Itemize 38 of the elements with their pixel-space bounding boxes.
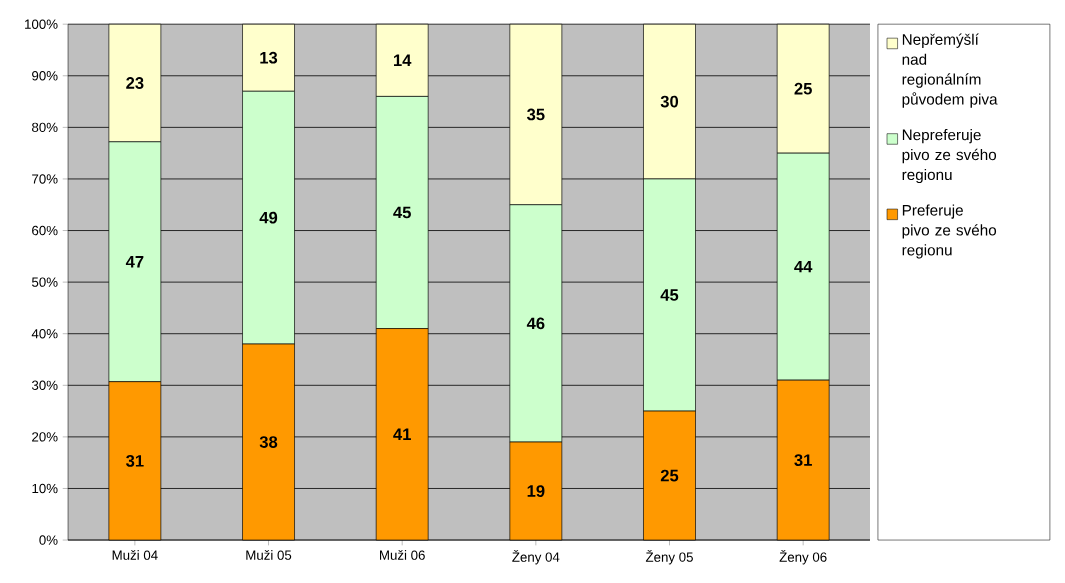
x-tick-label: Muži 06 xyxy=(380,550,425,560)
data-label: 25 xyxy=(660,469,679,482)
x-tick-label: Muži 05 xyxy=(246,550,292,560)
data-label: 45 xyxy=(660,289,679,301)
y-tick-label: 80% xyxy=(32,122,58,132)
data-label: 41 xyxy=(393,428,411,440)
data-label: 19 xyxy=(527,485,545,497)
y-tick-label: 0% xyxy=(39,535,58,545)
x-tick-label: Ženy 06 xyxy=(779,549,827,565)
data-label: 23 xyxy=(126,77,144,89)
y-tick-label: 20% xyxy=(32,432,58,442)
x-tick-label: Ženy 04 xyxy=(512,549,560,565)
data-label: 14 xyxy=(393,54,412,66)
data-label: 31 xyxy=(126,454,144,467)
y-tick-label: 10% xyxy=(32,483,58,494)
data-label: 31 xyxy=(794,454,812,466)
data-label: 35 xyxy=(526,108,545,121)
data-label: 45 xyxy=(393,206,411,219)
data-label: 47 xyxy=(125,255,144,268)
legend-label: Nepreferuje pivo ze svého regionu xyxy=(902,128,997,184)
data-label: 44 xyxy=(794,260,813,273)
x-tick-label: Muži 04 xyxy=(112,550,158,560)
data-label: 25 xyxy=(794,82,812,95)
legend-label: Preferuje pivo ze svého regionu xyxy=(902,204,997,259)
x-tick-label: Ženy 05 xyxy=(645,549,693,565)
data-label: 13 xyxy=(260,51,278,64)
data-label: 46 xyxy=(526,317,545,330)
y-tick-label: 40% xyxy=(31,328,58,339)
data-label: 30 xyxy=(660,95,679,108)
legend-label: Nepřemýšlí nad regionálním původem piva xyxy=(902,33,998,108)
y-tick-label: 50% xyxy=(31,277,58,287)
data-label: 38 xyxy=(259,436,278,448)
y-tick-label: 30% xyxy=(31,380,58,390)
y-tick-label: 60% xyxy=(32,225,58,236)
y-tick-label: 100% xyxy=(25,19,58,29)
y-tick-label: 70% xyxy=(32,174,58,184)
y-tick-label: 90% xyxy=(32,71,58,81)
data-label: 49 xyxy=(259,211,278,224)
